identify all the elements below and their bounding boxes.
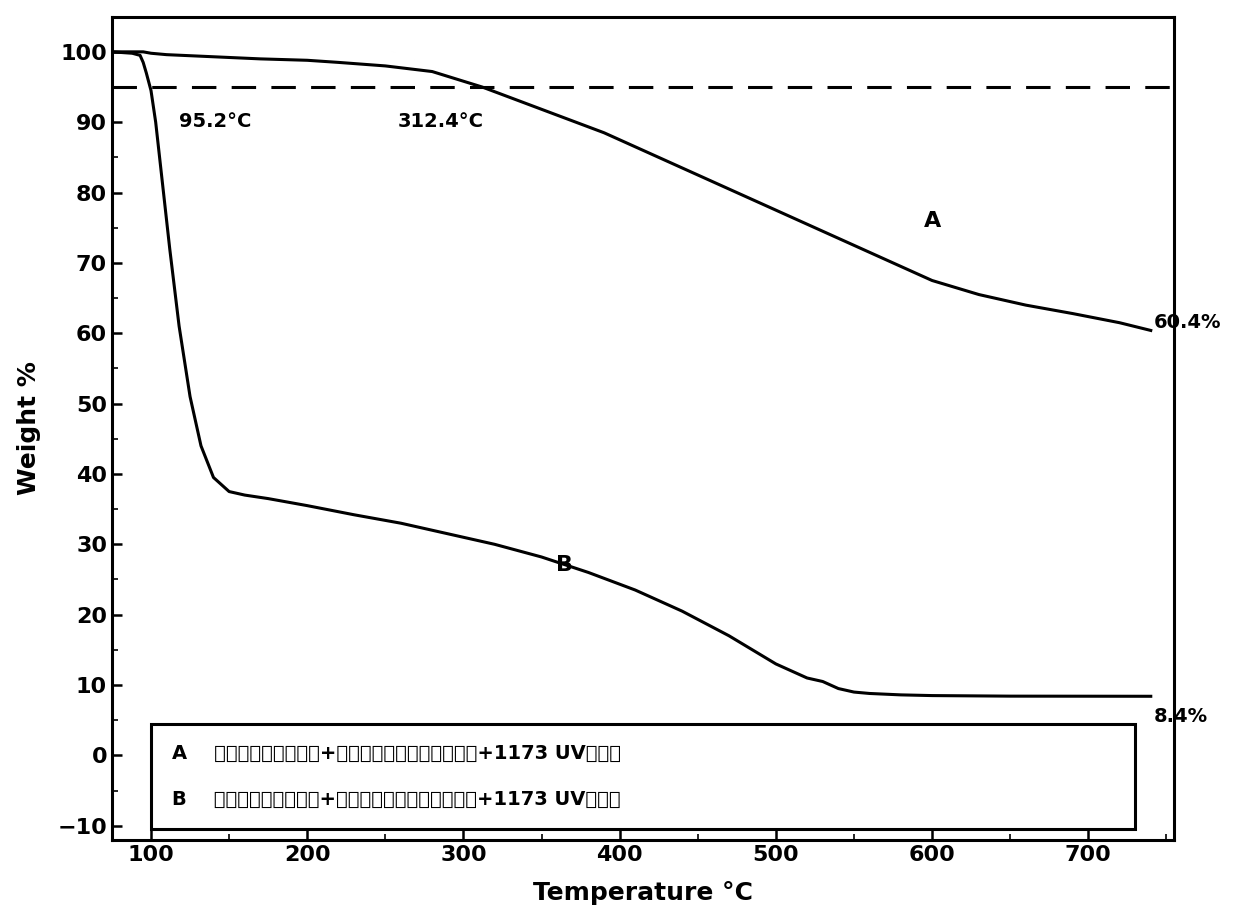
Y-axis label: Weight %: Weight % [16,361,41,495]
Text: B: B [557,555,573,575]
FancyBboxPatch shape [151,724,1135,829]
Text: A    俧基含氢的聚硫氧烷+四甲基四乙烯基环四硫氧烷+1173 UV光照后: A 俧基含氢的聚硫氧烷+四甲基四乙烯基环四硫氧烷+1173 UV光照后 [172,744,621,762]
Text: 95.2°C: 95.2°C [179,112,252,131]
X-axis label: Temperature °C: Temperature °C [533,881,753,905]
Text: A: A [924,211,941,230]
Text: 312.4°C: 312.4°C [398,112,484,131]
Text: 60.4%: 60.4% [1154,313,1221,332]
Text: 8.4%: 8.4% [1154,707,1208,727]
Text: B    俧基含氢的聚硫氧烷+四甲基四乙烯基环四硫氧烷+1173 UV光照前: B 俧基含氢的聚硫氧烷+四甲基四乙烯基环四硫氧烷+1173 UV光照前 [172,790,621,810]
